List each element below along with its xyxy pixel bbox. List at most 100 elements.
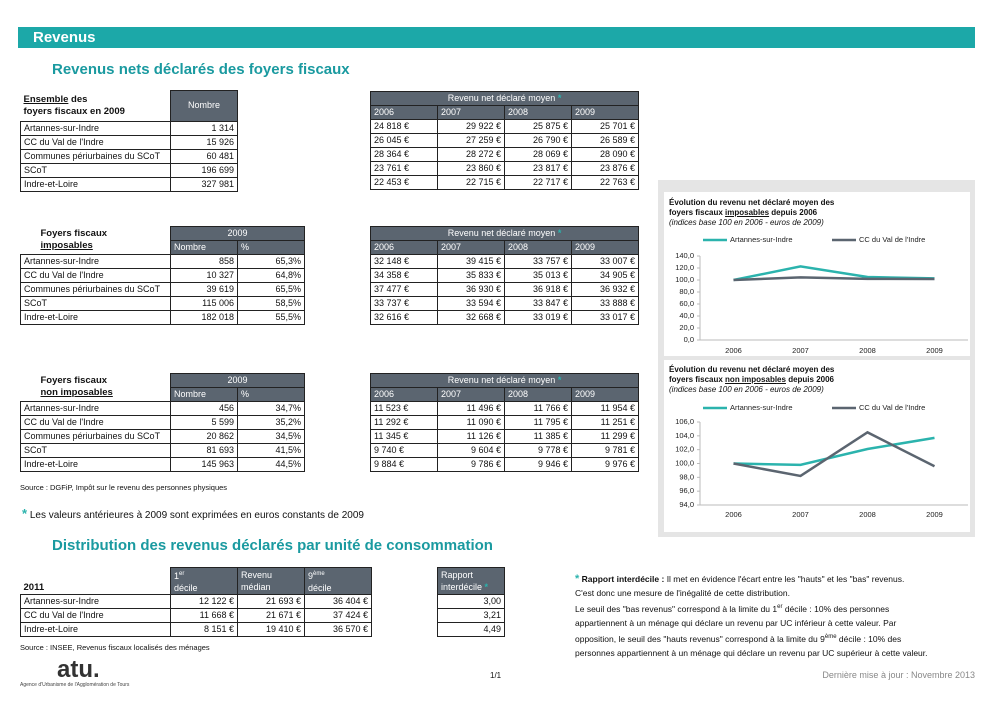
caption: Foyers fiscaux non imposables xyxy=(21,374,171,402)
section-title: Revenus nets déclarés des foyers fiscaux xyxy=(52,61,350,78)
header-row: Revenu net déclaré moyen * xyxy=(369,226,640,241)
data-row: 32 616 €32 668 €33 019 €33 017 € xyxy=(370,310,640,325)
cell: 37 424 € xyxy=(304,608,372,623)
x-tick-label: 2007 xyxy=(792,510,809,519)
data-row: 23 761 €23 860 €23 817 €23 876 € xyxy=(370,161,640,176)
y-tick-label: 100,0 xyxy=(675,275,694,284)
data-row: Indre-et-Loire 145 963 44,5% xyxy=(20,457,305,472)
y-tick-label: 94,0 xyxy=(679,500,694,509)
cell: 22 763 € xyxy=(570,175,640,190)
y-tick-label: 102,0 xyxy=(675,445,694,454)
x-tick-label: 2007 xyxy=(792,346,809,355)
data-row: 32 148 €39 415 €33 757 €33 007 € xyxy=(370,254,640,269)
constant-note: * Les valeurs antérieures à 2009 sont ex… xyxy=(22,506,364,521)
cell: 44,5% xyxy=(237,457,305,472)
legend-label: CC du Val de l'Indre xyxy=(859,403,925,412)
chart-title: Évolution du revenu net déclaré moyen de… xyxy=(669,365,834,395)
row-label: Indre-et-Loire xyxy=(20,457,171,472)
title-em: non imposables xyxy=(725,375,786,384)
column-header: Nombre xyxy=(170,240,238,255)
note-text: Il met en évidence l'écart entre les "ha… xyxy=(666,574,905,584)
caption-em: imposables xyxy=(40,240,93,252)
header-row: 2011 1er décile Revenu médian 9ème décile xyxy=(21,567,372,595)
caption: 2011 xyxy=(23,582,45,593)
series-line xyxy=(733,265,935,282)
legend-label: Artannes-sur-Indre xyxy=(730,235,793,244)
superscript: ème xyxy=(824,633,837,640)
table-header: Revenu net déclaré moyen * xyxy=(369,373,640,388)
header-text: décile xyxy=(308,583,332,593)
caption-line: Foyers fiscaux xyxy=(40,375,108,387)
x-tick-label: 2008 xyxy=(859,346,876,355)
data-row: Indre-et-Loire 8 151 €19 410 €36 570 € xyxy=(20,622,372,637)
y-tick-label: 106,0 xyxy=(675,417,694,426)
header-text: Revenu xyxy=(241,570,273,580)
chart-subtitle: (indices base 100 en 2006 - euros de 200… xyxy=(669,218,824,227)
interdecile-note: * Rapport interdécile : Il met en éviden… xyxy=(575,572,980,660)
header-row: Revenu net déclaré moyen * xyxy=(369,373,640,388)
cell: 33 017 € xyxy=(570,310,640,325)
column-header: Nombre xyxy=(170,90,238,122)
cell: 327 981 xyxy=(170,176,238,192)
data-row: 34 358 €35 833 €35 013 €34 905 € xyxy=(370,268,640,283)
series-line xyxy=(733,430,936,478)
y-tick-label: 60,0 xyxy=(679,299,694,308)
cell: 33 888 € xyxy=(570,296,640,311)
header-text: Revenu net déclaré moyen xyxy=(447,93,556,103)
table-header: Revenu net déclaré moyen * xyxy=(369,91,640,106)
y-tick-label: 98,0 xyxy=(679,472,694,481)
y-tick-label: 104,0 xyxy=(675,431,694,440)
header-row: Ensemble des foyers fiscaux en 2009 Nombre xyxy=(21,90,238,122)
x-tick-label: 2006 xyxy=(725,510,742,519)
caption-em: Ensemble xyxy=(23,93,69,105)
source: Source : DGFiP, Impôt sur le revenu des … xyxy=(20,483,228,492)
source: Source : INSEE, Revenus fiscaux localisé… xyxy=(20,643,210,652)
y-tick-label: 120,0 xyxy=(675,263,694,272)
cell: 11 251 € xyxy=(570,415,640,430)
caption-em: non imposables xyxy=(40,387,113,399)
year-header: 2006 xyxy=(370,387,438,402)
year-header: 2008 xyxy=(504,105,572,120)
data-row: 22 453 €22 715 €22 717 €22 763 € xyxy=(370,175,640,190)
asterisk: * xyxy=(575,573,580,585)
series-line xyxy=(733,276,935,282)
asterisk: * xyxy=(557,375,562,385)
data-row: 11 345 €11 126 €11 385 €11 299 € xyxy=(370,429,640,444)
x-tick-label: 2006 xyxy=(725,346,742,355)
year-header: 2006 xyxy=(370,105,438,120)
year-header: 2007 xyxy=(437,240,505,255)
update-date: Dernière mise à jour : Novembre 2013 xyxy=(822,670,975,680)
income-table: Revenu net déclaré moyen * 2006 2007 2008 20… xyxy=(369,373,640,472)
y-tick-label: 140,0 xyxy=(675,251,694,260)
logo: atu. xyxy=(57,656,100,683)
header-text: 1 xyxy=(174,571,180,581)
cell: 55,5% xyxy=(237,310,305,325)
header-text: décile xyxy=(174,583,198,593)
x-tick-label: 2009 xyxy=(926,510,943,519)
caption-line: Foyers fiscaux xyxy=(40,228,108,240)
data-row: CC du Val de l'Indre 5 599 35,2% xyxy=(20,415,305,430)
ratio-table: Rapport interdécile * 3,00 3,21 4,49 xyxy=(437,567,505,637)
note-text: décile : 10% des personnes xyxy=(782,603,890,614)
data-row: 33 737 €33 594 €33 847 €33 888 € xyxy=(370,296,640,311)
asterisk: * xyxy=(557,228,562,238)
title-text: foyers fiscaux xyxy=(669,208,723,217)
table-header: Revenu net déclaré moyen * xyxy=(369,226,640,241)
title-line: Évolution du revenu net déclaré moyen de… xyxy=(669,365,835,374)
chart-subtitle: (indices base 100 en 2006 - euros de 200… xyxy=(669,385,824,394)
non_taxable-table: Foyers fiscaux non imposables 2009 Nombre% A… xyxy=(20,373,305,472)
header-text: Rapport interdécile xyxy=(441,570,483,592)
title-text: foyers fiscaux xyxy=(669,375,723,384)
title-em: imposables xyxy=(725,208,770,217)
taxable-table: Foyers fiscaux imposables 2009 Nombre% Artan… xyxy=(20,226,305,325)
year-header: 2007 xyxy=(437,105,505,120)
note-text: Les valeurs antérieures à 2009 sont expr… xyxy=(29,510,364,521)
column-header: % xyxy=(237,240,305,255)
page-title: Revenus xyxy=(33,29,96,46)
page-number: 1/1 xyxy=(490,671,502,680)
caption-rest: des xyxy=(71,93,88,105)
x-tick-label: 2008 xyxy=(859,510,876,519)
caption: Foyers fiscaux imposables xyxy=(21,227,171,255)
data-row: SCoT 196 699 xyxy=(20,162,238,178)
